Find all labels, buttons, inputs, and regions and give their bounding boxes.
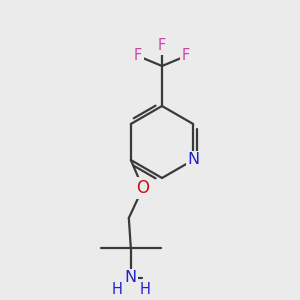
Text: H: H [111,283,122,298]
Text: O: O [136,179,149,197]
Text: F: F [134,49,142,64]
Text: N: N [125,271,137,286]
Text: F: F [182,49,190,64]
Text: H: H [140,283,150,298]
Text: F: F [158,38,166,53]
Text: N: N [187,152,199,167]
